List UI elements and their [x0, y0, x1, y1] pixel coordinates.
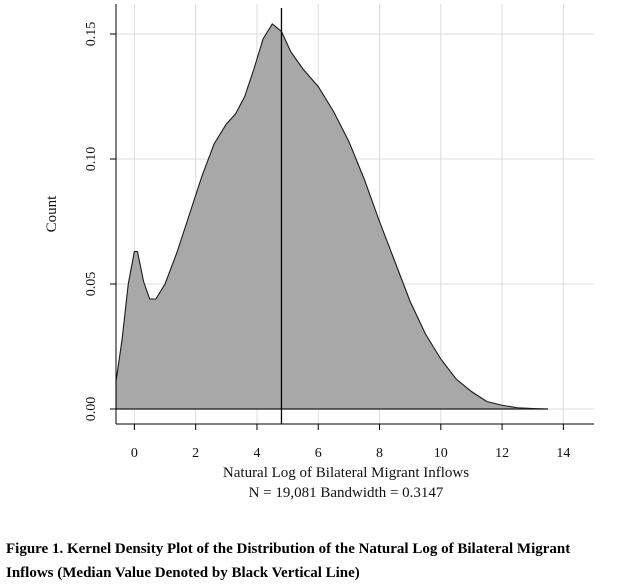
x-tick-label: 12	[495, 446, 509, 461]
y-tick-label: 0.15	[84, 22, 99, 47]
density-area	[115, 23, 549, 410]
kernel-density-chart: 0 2 4 6 8 10 12 14 0.00 0.05 0.10 0.15 Natural Log…	[44, 4, 594, 501]
n-bandwidth-note: N = 19,081 Bandwidth = 0.3147	[249, 485, 444, 501]
x-tick-label: 0	[131, 446, 138, 461]
x-tick-label: 2	[192, 446, 199, 461]
x-tick-label: 10	[434, 446, 448, 461]
x-tick-label: 8	[376, 446, 383, 461]
y-tick-label: 0.00	[84, 397, 99, 422]
x-tick-label: 4	[253, 446, 260, 461]
y-axis-ticks: 0.00 0.05 0.10 0.15	[84, 22, 116, 422]
x-tick-label: 6	[315, 446, 322, 461]
y-tick-label: 0.05	[84, 272, 99, 297]
y-tick-label: 0.10	[84, 147, 99, 172]
y-axis-title: Count	[44, 195, 60, 233]
x-axis-title: Natural Log of Bilateral Migrant Inflows	[223, 465, 469, 481]
x-axis-ticks: 0 2 4 6 8 10 12 14	[131, 424, 570, 461]
figure-caption: Figure 1. Kernel Density Plot of the Dis…	[6, 537, 630, 585]
caption-line-2: Inflows (Median Value Denoted by Black V…	[6, 565, 360, 581]
caption-line-1: Figure 1. Kernel Density Plot of the Dis…	[6, 541, 571, 557]
x-tick-label: 14	[556, 446, 570, 461]
